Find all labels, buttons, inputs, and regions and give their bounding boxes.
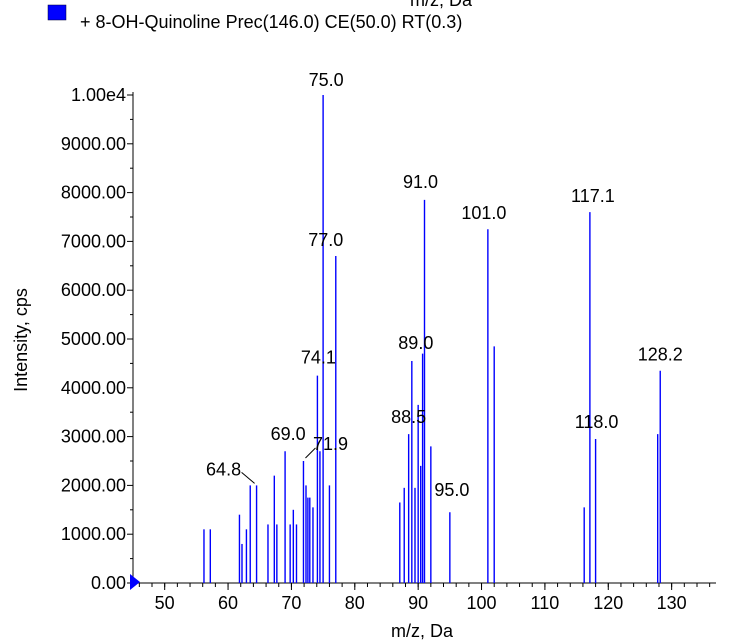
x-tick-label: 90 [408, 593, 428, 613]
peak-label: 75.0 [309, 70, 344, 90]
x-tick-label: 130 [657, 593, 687, 613]
peak-label: 88.5 [391, 407, 426, 427]
legend-entry: + 8-OH-Quinoline Prec(146.0) CE(50.0) RT… [80, 12, 462, 32]
peak-label: 91.0 [403, 172, 438, 192]
x-tick-label: 80 [345, 593, 365, 613]
y-tick-label: 8000.00 [61, 183, 126, 203]
peak-label: 74.1 [301, 348, 336, 368]
peak-label: 101.0 [461, 203, 506, 223]
y-tick-label: 4000.00 [61, 378, 126, 398]
x-axis-title: m/z, Da [391, 621, 454, 641]
x-tick-label: 50 [155, 593, 175, 613]
y-tick-label: 9000.00 [61, 134, 126, 154]
legend-swatch [47, 4, 67, 21]
x-tick-label: 60 [218, 593, 238, 613]
y-tick-label: 5000.00 [61, 329, 126, 349]
label-leader-line [305, 447, 316, 459]
x-tick-label: 110 [531, 593, 560, 613]
peak-label: 128.2 [638, 345, 683, 365]
peak-labels-layer: 75.0 91.0 101.0 117.1 77.0 74.1 89.0 128.2 88.5 1… [206, 70, 683, 500]
peak-label: 77.0 [308, 230, 343, 250]
label-leader-line [241, 472, 255, 484]
top-axis-title: m/z, Da [410, 0, 473, 10]
peak-label: 89.0 [398, 333, 433, 353]
peak-label: 71.9 [313, 434, 348, 454]
x-tick-label: 120 [593, 593, 623, 613]
x-tick-label: 100 [467, 593, 497, 613]
peak-label: 118.0 [575, 412, 619, 432]
y-tick-label: 1000.00 [61, 524, 126, 544]
baseline-marker-icon [130, 574, 140, 590]
y-tick-label: 6000.00 [61, 280, 126, 300]
y-tick-label: 2000.00 [61, 475, 126, 495]
y-tick-label: 1.00e4 [71, 85, 126, 105]
peaks-layer [203, 95, 661, 583]
peak-label: 95.0 [434, 480, 469, 500]
axes-layer: 0.00 1000.00 2000.00 3000.00 4000.00 5000.00 6… [61, 85, 716, 613]
peak-label: 117.1 [571, 186, 615, 206]
peak-label: 64.8 [206, 459, 241, 479]
y-tick-label: 3000.00 [61, 427, 126, 447]
y-axis-title: Intensity, cps [11, 288, 31, 392]
x-tick-label: 70 [281, 593, 301, 613]
y-tick-label: 7000.00 [61, 231, 126, 251]
y-tick-label: 0.00 [91, 573, 126, 593]
peak-label: 69.0 [271, 424, 306, 444]
